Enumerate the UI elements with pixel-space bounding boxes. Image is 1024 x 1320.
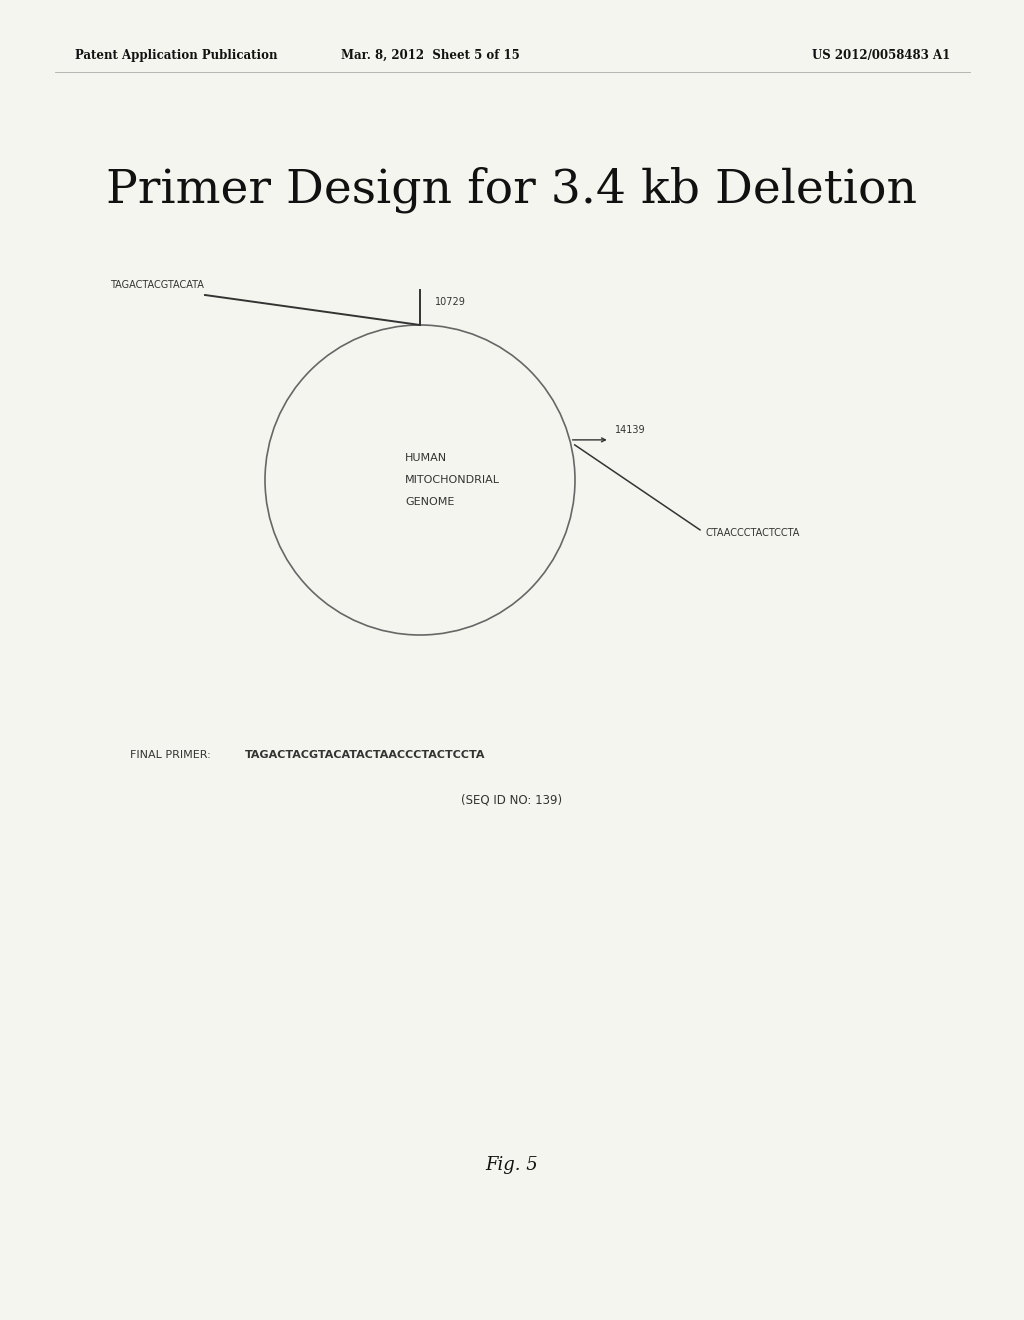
Text: HUMAN: HUMAN — [406, 453, 447, 463]
Text: 10729: 10729 — [435, 297, 466, 308]
Text: US 2012/0058483 A1: US 2012/0058483 A1 — [812, 49, 950, 62]
Text: TAGACTACGTACATA: TAGACTACGTACATA — [110, 280, 204, 290]
Text: FINAL PRIMER:: FINAL PRIMER: — [130, 750, 214, 760]
Text: TAGACTACGTACATACTAACCCTACTCCTA: TAGACTACGTACATACTAACCCTACTCCTA — [245, 750, 485, 760]
Text: 14139: 14139 — [614, 425, 645, 434]
Text: MITOCHONDRIAL: MITOCHONDRIAL — [406, 475, 500, 484]
Text: Primer Design for 3.4 kb Deletion: Primer Design for 3.4 kb Deletion — [106, 166, 918, 214]
Text: GENOME: GENOME — [406, 498, 455, 507]
Text: (SEQ ID NO: 139): (SEQ ID NO: 139) — [462, 793, 562, 807]
Text: CTAACCCTACTCCTA: CTAACCCTACTCCTA — [705, 528, 800, 537]
Text: Fig. 5: Fig. 5 — [485, 1156, 539, 1173]
Text: Patent Application Publication: Patent Application Publication — [75, 49, 278, 62]
Text: Mar. 8, 2012  Sheet 5 of 15: Mar. 8, 2012 Sheet 5 of 15 — [341, 49, 519, 62]
